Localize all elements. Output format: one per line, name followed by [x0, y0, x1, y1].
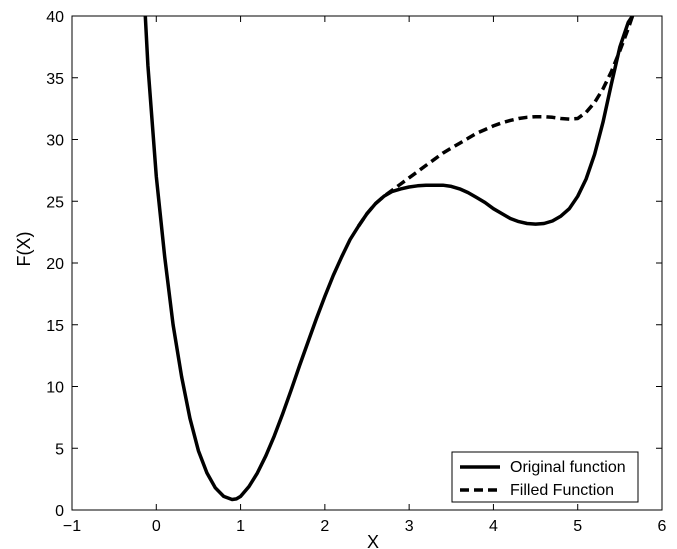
legend: Original function Filled Function: [451, 451, 639, 503]
x-axis-label: X: [367, 532, 379, 549]
x-tick-label: 1: [236, 518, 245, 535]
x-tick-label: 0: [152, 518, 161, 535]
y-tick-label: 0: [55, 503, 64, 520]
y-tick-label: 40: [46, 9, 64, 26]
legend-label-filled-function: Filled Function: [510, 482, 614, 499]
y-tick-label: 15: [46, 318, 64, 335]
legend-box: [451, 451, 639, 503]
y-axis-label: F(X): [14, 232, 34, 267]
x-tick-label: 3: [405, 518, 414, 535]
y-tick-label: 35: [46, 71, 64, 88]
y-axis: 0 5 10 15 20 25 30 35 40: [46, 9, 662, 520]
x-tick-label: 2: [320, 518, 329, 535]
y-tick-label: 30: [46, 133, 64, 150]
y-tick-label: 5: [55, 441, 64, 458]
x-axis: −1 0 1 2 3 4 5 6: [63, 16, 667, 535]
plot-area: [71, 15, 663, 511]
series-line-original-function: [143, 16, 635, 502]
x-tick-label: 5: [573, 518, 582, 535]
series-line-filled-function: [357, 16, 635, 227]
series-lines: [143, 16, 635, 502]
x-tick-label: −1: [63, 518, 81, 535]
x-tick-label: 6: [658, 518, 667, 535]
y-tick-label: 10: [46, 380, 64, 397]
x-tick-label: 4: [489, 518, 498, 535]
plot-frame: [71, 15, 663, 511]
legend-label-original-function: Original function: [510, 459, 626, 476]
y-tick-label: 25: [46, 194, 64, 211]
y-tick-label: 20: [46, 256, 64, 273]
